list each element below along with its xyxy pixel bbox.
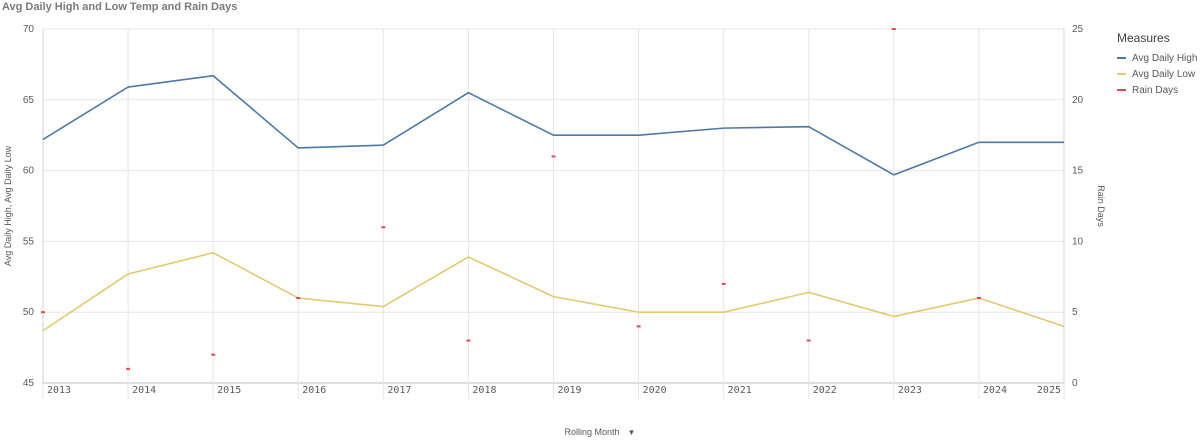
y-tick-label: 60 (23, 166, 35, 177)
y2-tick-label: 20 (1072, 95, 1084, 106)
x-tick-label: 2018 (472, 385, 496, 396)
y-tick-label: 50 (23, 307, 35, 318)
x-tick-label: 2022 (813, 385, 837, 396)
y2-tick-label: 25 (1072, 24, 1084, 35)
legend-item-avg-daily-low[interactable]: Avg Daily Low (1117, 66, 1197, 82)
y-tick-label: 70 (23, 24, 35, 35)
x-tick-label: 2020 (643, 385, 667, 396)
rain-days-marker[interactable] (976, 297, 981, 300)
x-tick-label: 2023 (898, 385, 922, 396)
rain-days-marker[interactable] (636, 325, 641, 328)
x-tick-label: 2024 (983, 385, 1007, 396)
legend-label: Avg Daily Low (1132, 68, 1196, 80)
rain-days-marker[interactable] (551, 155, 556, 158)
caret-down-icon[interactable]: ▼ (627, 428, 636, 437)
legend-item-avg-daily-high[interactable]: Avg Daily High (1117, 50, 1197, 66)
series-group (41, 28, 1065, 370)
rain-days-marker[interactable] (41, 311, 45, 314)
x-axis: 2013 2014 2015 2016 2017 2018 2019 2020 2021 2022… (47, 385, 1061, 396)
legend: Measures Avg Daily High Avg Daily Low Ra… (1117, 31, 1197, 98)
legend-item-rain-days[interactable]: Rain Days (1117, 82, 1197, 98)
rain-days-marker[interactable] (466, 339, 471, 342)
x-tick-label: 2015 (217, 385, 241, 396)
y2-tick-label: 10 (1072, 236, 1084, 247)
x-axis-dimension-selector[interactable]: Rolling Month ▼ (0, 427, 1200, 437)
legend-label: Rain Days (1132, 84, 1179, 96)
x-tick-label: 2025 (1037, 385, 1061, 396)
y2-tick-label: 15 (1072, 166, 1084, 177)
rain-days-marker[interactable] (721, 282, 726, 285)
x-tick-label: 2014 (132, 385, 156, 396)
right-y-axis: 0 5 10 15 20 25 (1072, 24, 1084, 389)
y-axis-title: Avg Daily High, Avg Daily Low (3, 145, 13, 266)
x-tick-label: 2013 (47, 385, 71, 396)
rain-days-marker[interactable] (891, 28, 896, 30)
y2-tick-label: 0 (1072, 378, 1078, 389)
x-tick-label: 2021 (728, 385, 752, 396)
series-line-0[interactable] (42, 74, 1064, 176)
rain-days-marker[interactable] (211, 353, 216, 356)
rain-days-marker[interactable] (806, 339, 811, 342)
y-tick-label: 65 (23, 95, 35, 106)
chart-title: Avg Daily High and Low Temp and Rain Day… (2, 1, 238, 13)
legend-title: Measures (1117, 31, 1170, 45)
x-tick-label: 2016 (302, 385, 326, 396)
series-line-1[interactable] (42, 251, 1065, 332)
legend-swatch-blue (1117, 57, 1126, 59)
legend-swatch-yellow (1117, 73, 1126, 75)
x-axis-title: Rolling Month (564, 427, 620, 437)
rain-days-marker[interactable] (296, 297, 301, 300)
grid-lines (42, 28, 1065, 399)
rain-days-marker[interactable] (126, 367, 131, 370)
x-tick-label: 2019 (558, 385, 582, 396)
legend-label: Avg Daily High (1132, 52, 1198, 64)
left-y-axis: 45 50 55 60 65 70 (23, 24, 35, 389)
y2-axis-title: Rain Days (1096, 185, 1106, 227)
y2-tick-label: 5 (1072, 307, 1078, 318)
x-tick-label: 2017 (387, 385, 411, 396)
legend-swatch-red (1117, 89, 1126, 91)
y-tick-label: 45 (23, 378, 35, 389)
y-tick-label: 55 (23, 236, 35, 247)
rain-days-marker[interactable] (381, 226, 386, 229)
